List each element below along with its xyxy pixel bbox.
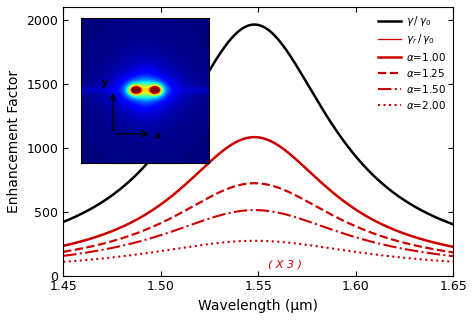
Legend: $\gamma\,/\,\gamma_0$, $\gamma_r\,/\,\gamma_0$, $\alpha$=1.00, $\alpha$=1.25, $\: $\gamma\,/\,\gamma_0$, $\gamma_r\,/\,\ga…	[376, 12, 448, 113]
X-axis label: Wavelength (μm): Wavelength (μm)	[198, 299, 318, 313]
Y-axis label: Enhancement Factor: Enhancement Factor	[7, 70, 21, 213]
Text: ( X 3 ): ( X 3 )	[268, 260, 302, 270]
